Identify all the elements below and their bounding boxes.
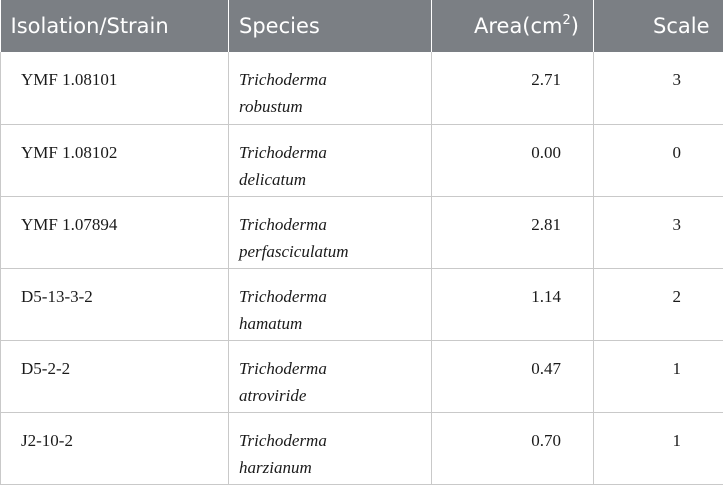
cell-area: 1.14 bbox=[431, 267, 594, 341]
table-row: J2-10-2 Trichoderma harzianum 0.70 1 bbox=[0, 411, 723, 485]
cell-species: Trichoderma harzianum bbox=[228, 411, 432, 485]
table-row: D5-2-2 Trichoderma atroviride 0.47 1 bbox=[0, 339, 723, 413]
cell-area: 0.00 bbox=[431, 123, 594, 197]
cell-strain: D5-2-2 bbox=[0, 339, 229, 413]
species-genus: Trichoderma bbox=[239, 70, 327, 89]
header-scale: Scale bbox=[593, 0, 723, 52]
cell-strain: J2-10-2 bbox=[0, 411, 229, 485]
cell-scale: 1 bbox=[593, 339, 723, 413]
cell-area: 2.81 bbox=[431, 195, 594, 269]
table-row: D5-13-3-2 Trichoderma hamatum 1.14 2 bbox=[0, 267, 723, 341]
species-epithet: hamatum bbox=[239, 313, 303, 333]
table-body: YMF 1.08101 Trichoderma robustum 2.71 3 Y… bbox=[0, 52, 723, 485]
cell-species: Trichoderma perfasciculatum bbox=[228, 195, 432, 269]
cell-scale: 2 bbox=[593, 267, 723, 341]
cell-area: 0.70 bbox=[431, 411, 594, 485]
cell-species: Trichoderma hamatum bbox=[228, 267, 432, 341]
species-genus: Trichoderma bbox=[239, 358, 327, 378]
cell-scale: 1 bbox=[593, 411, 723, 485]
header-area-sup: 2 bbox=[562, 13, 571, 28]
species-epithet: harzianum bbox=[239, 457, 312, 477]
cell-scale: 3 bbox=[593, 52, 723, 125]
table-row: YMF 1.07894 Trichoderma perfasciculatum 2… bbox=[0, 195, 723, 269]
cell-area: 0.47 bbox=[431, 339, 594, 413]
species-epithet: atroviride bbox=[239, 385, 307, 405]
table-row: YMF 1.08101 Trichoderma robustum 2.71 3 bbox=[0, 52, 723, 125]
cell-strain: YMF 1.08101 bbox=[0, 52, 229, 125]
cell-strain: YMF 1.07894 bbox=[0, 195, 229, 269]
species-genus: Trichoderma bbox=[239, 430, 327, 450]
cell-strain: D5-13-3-2 bbox=[0, 267, 229, 341]
header-strain: Isolation/Strain bbox=[0, 0, 229, 52]
table-row: YMF 1.08102 Trichoderma delicatum 0.00 0 bbox=[0, 123, 723, 197]
species-epithet: perfasciculatum bbox=[239, 241, 349, 261]
species-epithet: delicatum bbox=[239, 169, 307, 189]
header-row: Isolation/Strain Species Area(cm2) Scale bbox=[0, 0, 723, 52]
cell-species: Trichoderma atroviride bbox=[228, 339, 432, 413]
species-genus: Trichoderma bbox=[239, 286, 327, 306]
cell-strain: YMF 1.08102 bbox=[0, 123, 229, 197]
header-area-base: Area(cm bbox=[473, 14, 563, 38]
cell-scale: 0 bbox=[593, 123, 723, 197]
cell-species: Trichoderma delicatum bbox=[228, 123, 432, 197]
species-genus: Trichoderma bbox=[239, 214, 327, 234]
cell-area: 2.71 bbox=[431, 52, 594, 125]
header-species: Species bbox=[228, 0, 432, 52]
cell-scale: 3 bbox=[593, 195, 723, 269]
species-epithet: robustum bbox=[239, 97, 303, 116]
table-header: Isolation/Strain Species Area(cm2) Scale bbox=[0, 0, 723, 52]
header-area: Area(cm2) bbox=[431, 0, 594, 52]
species-genus: Trichoderma bbox=[239, 142, 327, 162]
cell-species: Trichoderma robustum bbox=[228, 52, 432, 125]
header-area-close: ) bbox=[570, 14, 579, 38]
